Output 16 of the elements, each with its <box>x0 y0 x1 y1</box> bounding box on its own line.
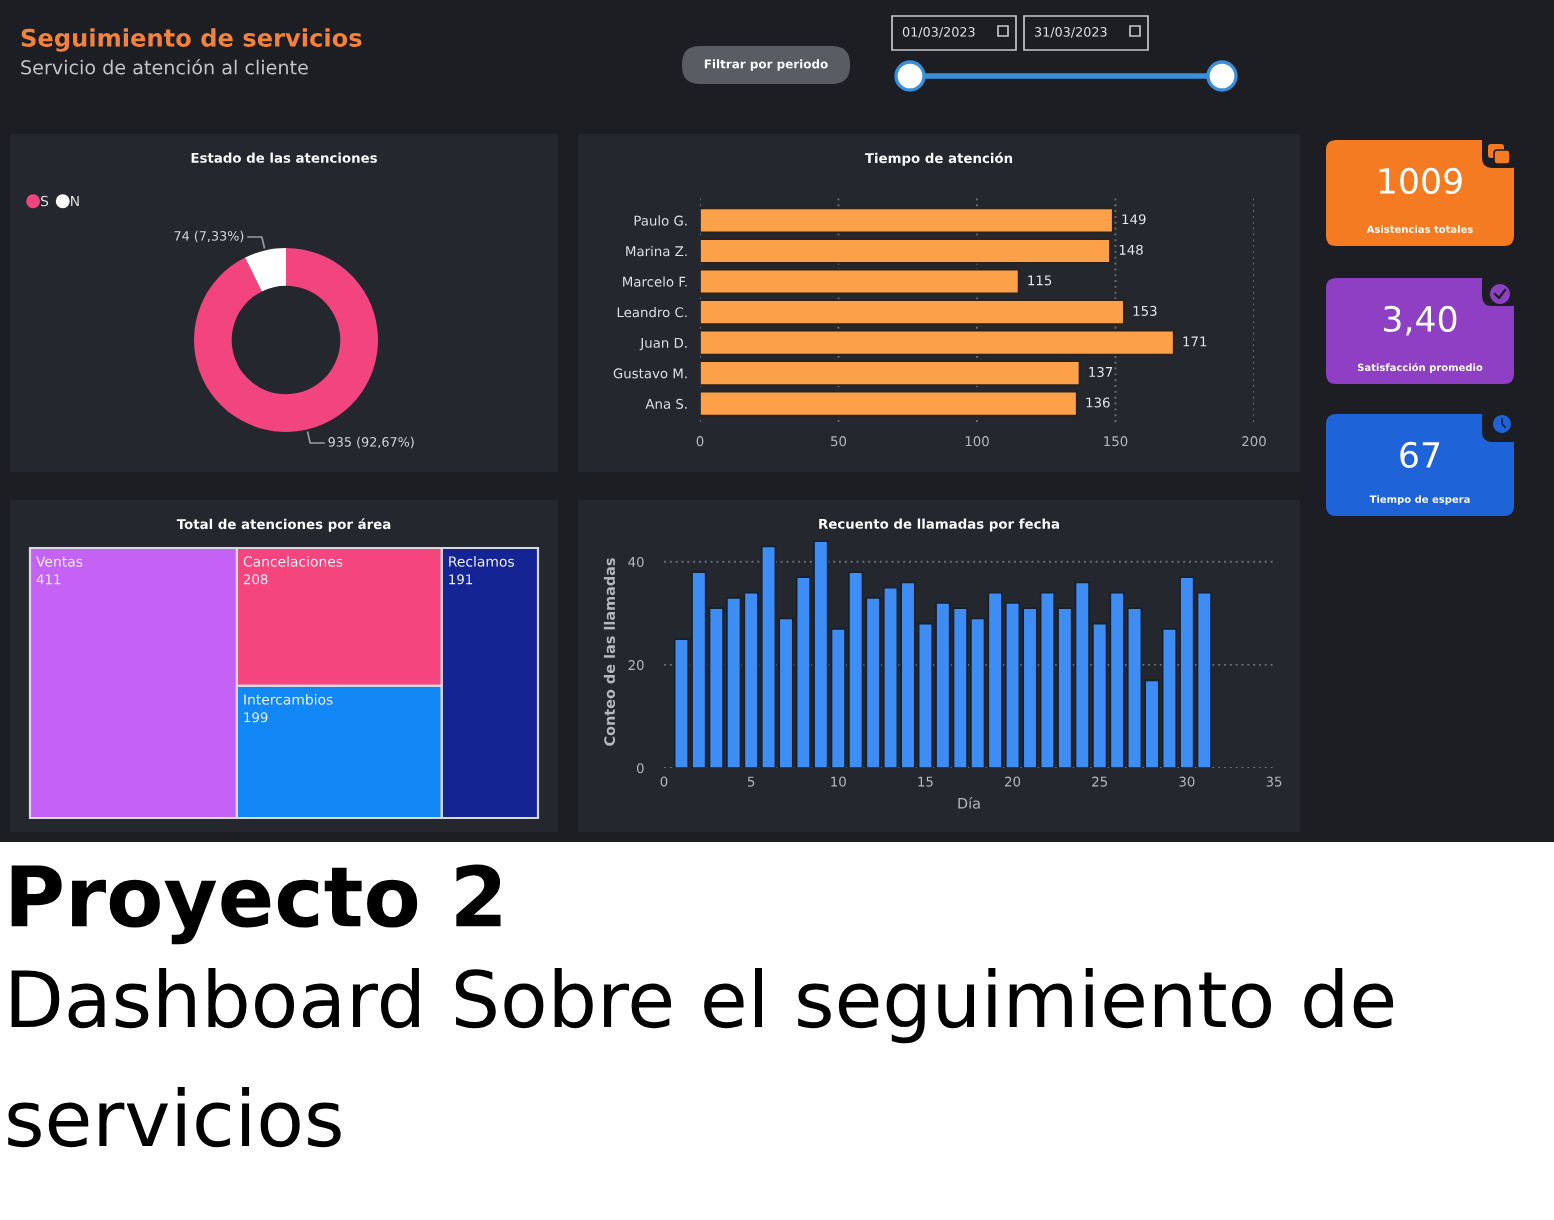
text: 3,40 <box>1383 305 1457 336</box>
bar <box>700 238 1111 264</box>
text: Servicio de atención al cliente <box>21 58 308 75</box>
text: Seguimiento de servicios <box>21 28 362 52</box>
donut-slice <box>245 248 286 292</box>
bar <box>700 390 1078 417</box>
text: Proyecto 2 <box>11 864 501 945</box>
bar <box>700 299 1125 325</box>
bar <box>700 268 1020 295</box>
bar <box>700 329 1175 356</box>
text: 1009 <box>1379 167 1462 195</box>
bar <box>700 207 1114 234</box>
text: 67 <box>1400 441 1440 469</box>
donut-slice <box>194 248 378 432</box>
bar <box>700 360 1081 386</box>
text: Dashboard Sobre el seguimiento de servicios <box>8 968 1394 1148</box>
